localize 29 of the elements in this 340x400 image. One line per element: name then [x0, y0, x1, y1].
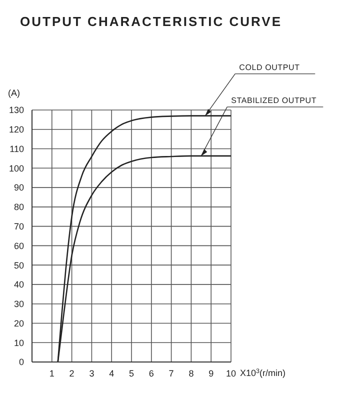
y-tick-label: 30: [14, 299, 24, 310]
y-tick-label: 40: [14, 280, 24, 290]
y-tick-label: 50: [14, 260, 24, 270]
y-tick-label: 100: [8, 163, 24, 174]
y-tick-label: 110: [10, 144, 24, 154]
x-tick-label: 5: [128, 368, 134, 378]
x-axis-title: X10$^{3}$(r/min): [240, 368, 286, 378]
annotation: STABILIZED OUTPUT: [231, 96, 317, 105]
y-tick-label: 130: [8, 105, 24, 116]
y-tick-label: 70: [14, 222, 24, 232]
x-tick-label: 3: [89, 368, 94, 378]
y-tick-label: 90: [14, 182, 24, 193]
y-tick-label: 60: [14, 240, 24, 251]
x-tick-label: 8: [188, 368, 194, 378]
x-tick-label: 10: [226, 368, 236, 378]
chart-title: OUTPUT CHARACTERISTIC CURVE: [20, 14, 282, 29]
x-tick-label: 7: [168, 368, 174, 378]
x-tick-label: 2: [69, 368, 74, 378]
x-tick-label: 6: [148, 368, 154, 378]
y-tick-label: 120: [8, 124, 24, 135]
annotation: COLD OUTPUT: [239, 62, 300, 72]
y-axis-title: (A): [8, 88, 20, 98]
y-tick-label: 20: [14, 318, 24, 328]
y-tick-label: 10: [14, 338, 24, 348]
y-tick-label: 80: [14, 202, 24, 212]
y-tick-label: 0: [18, 357, 24, 368]
x-tick-label: 9: [208, 368, 214, 378]
x-tick-label: 1: [49, 368, 54, 378]
x-tick-label: 4: [109, 368, 114, 378]
